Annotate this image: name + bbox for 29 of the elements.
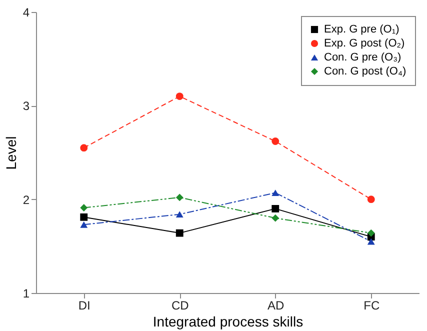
legend-label: Exp. G post (O₂) bbox=[324, 38, 405, 50]
x-axis-title: Integrated process skills bbox=[152, 314, 304, 330]
legend-label: Con. G pre (O₃) bbox=[324, 52, 402, 64]
point bbox=[80, 221, 88, 228]
legend-label: Exp. G pre (O₁) bbox=[324, 24, 400, 36]
y-tick-label: 1 bbox=[22, 286, 30, 300]
x-tick-label: CD bbox=[171, 298, 190, 312]
legend-label: Con. G post (O₄) bbox=[324, 66, 406, 78]
point bbox=[367, 229, 375, 237]
point bbox=[367, 196, 375, 204]
x-tick-label: DI bbox=[78, 298, 90, 312]
y-tick-label: 3 bbox=[22, 99, 30, 114]
y-axis-title: Level bbox=[2, 136, 19, 170]
point bbox=[176, 194, 184, 202]
point bbox=[367, 238, 375, 245]
point bbox=[272, 138, 280, 145]
point bbox=[176, 92, 184, 100]
point bbox=[80, 213, 88, 221]
point bbox=[80, 144, 88, 152]
y-tick-label: 4 bbox=[22, 6, 30, 20]
point bbox=[272, 204, 280, 212]
point bbox=[272, 214, 280, 222]
x-tick-label: AD bbox=[268, 298, 285, 312]
point bbox=[176, 211, 184, 218]
point bbox=[272, 190, 280, 196]
point bbox=[176, 229, 184, 237]
y-tick-label: 2 bbox=[22, 192, 30, 207]
point bbox=[80, 204, 88, 212]
x-tick-label: FC bbox=[364, 298, 380, 312]
